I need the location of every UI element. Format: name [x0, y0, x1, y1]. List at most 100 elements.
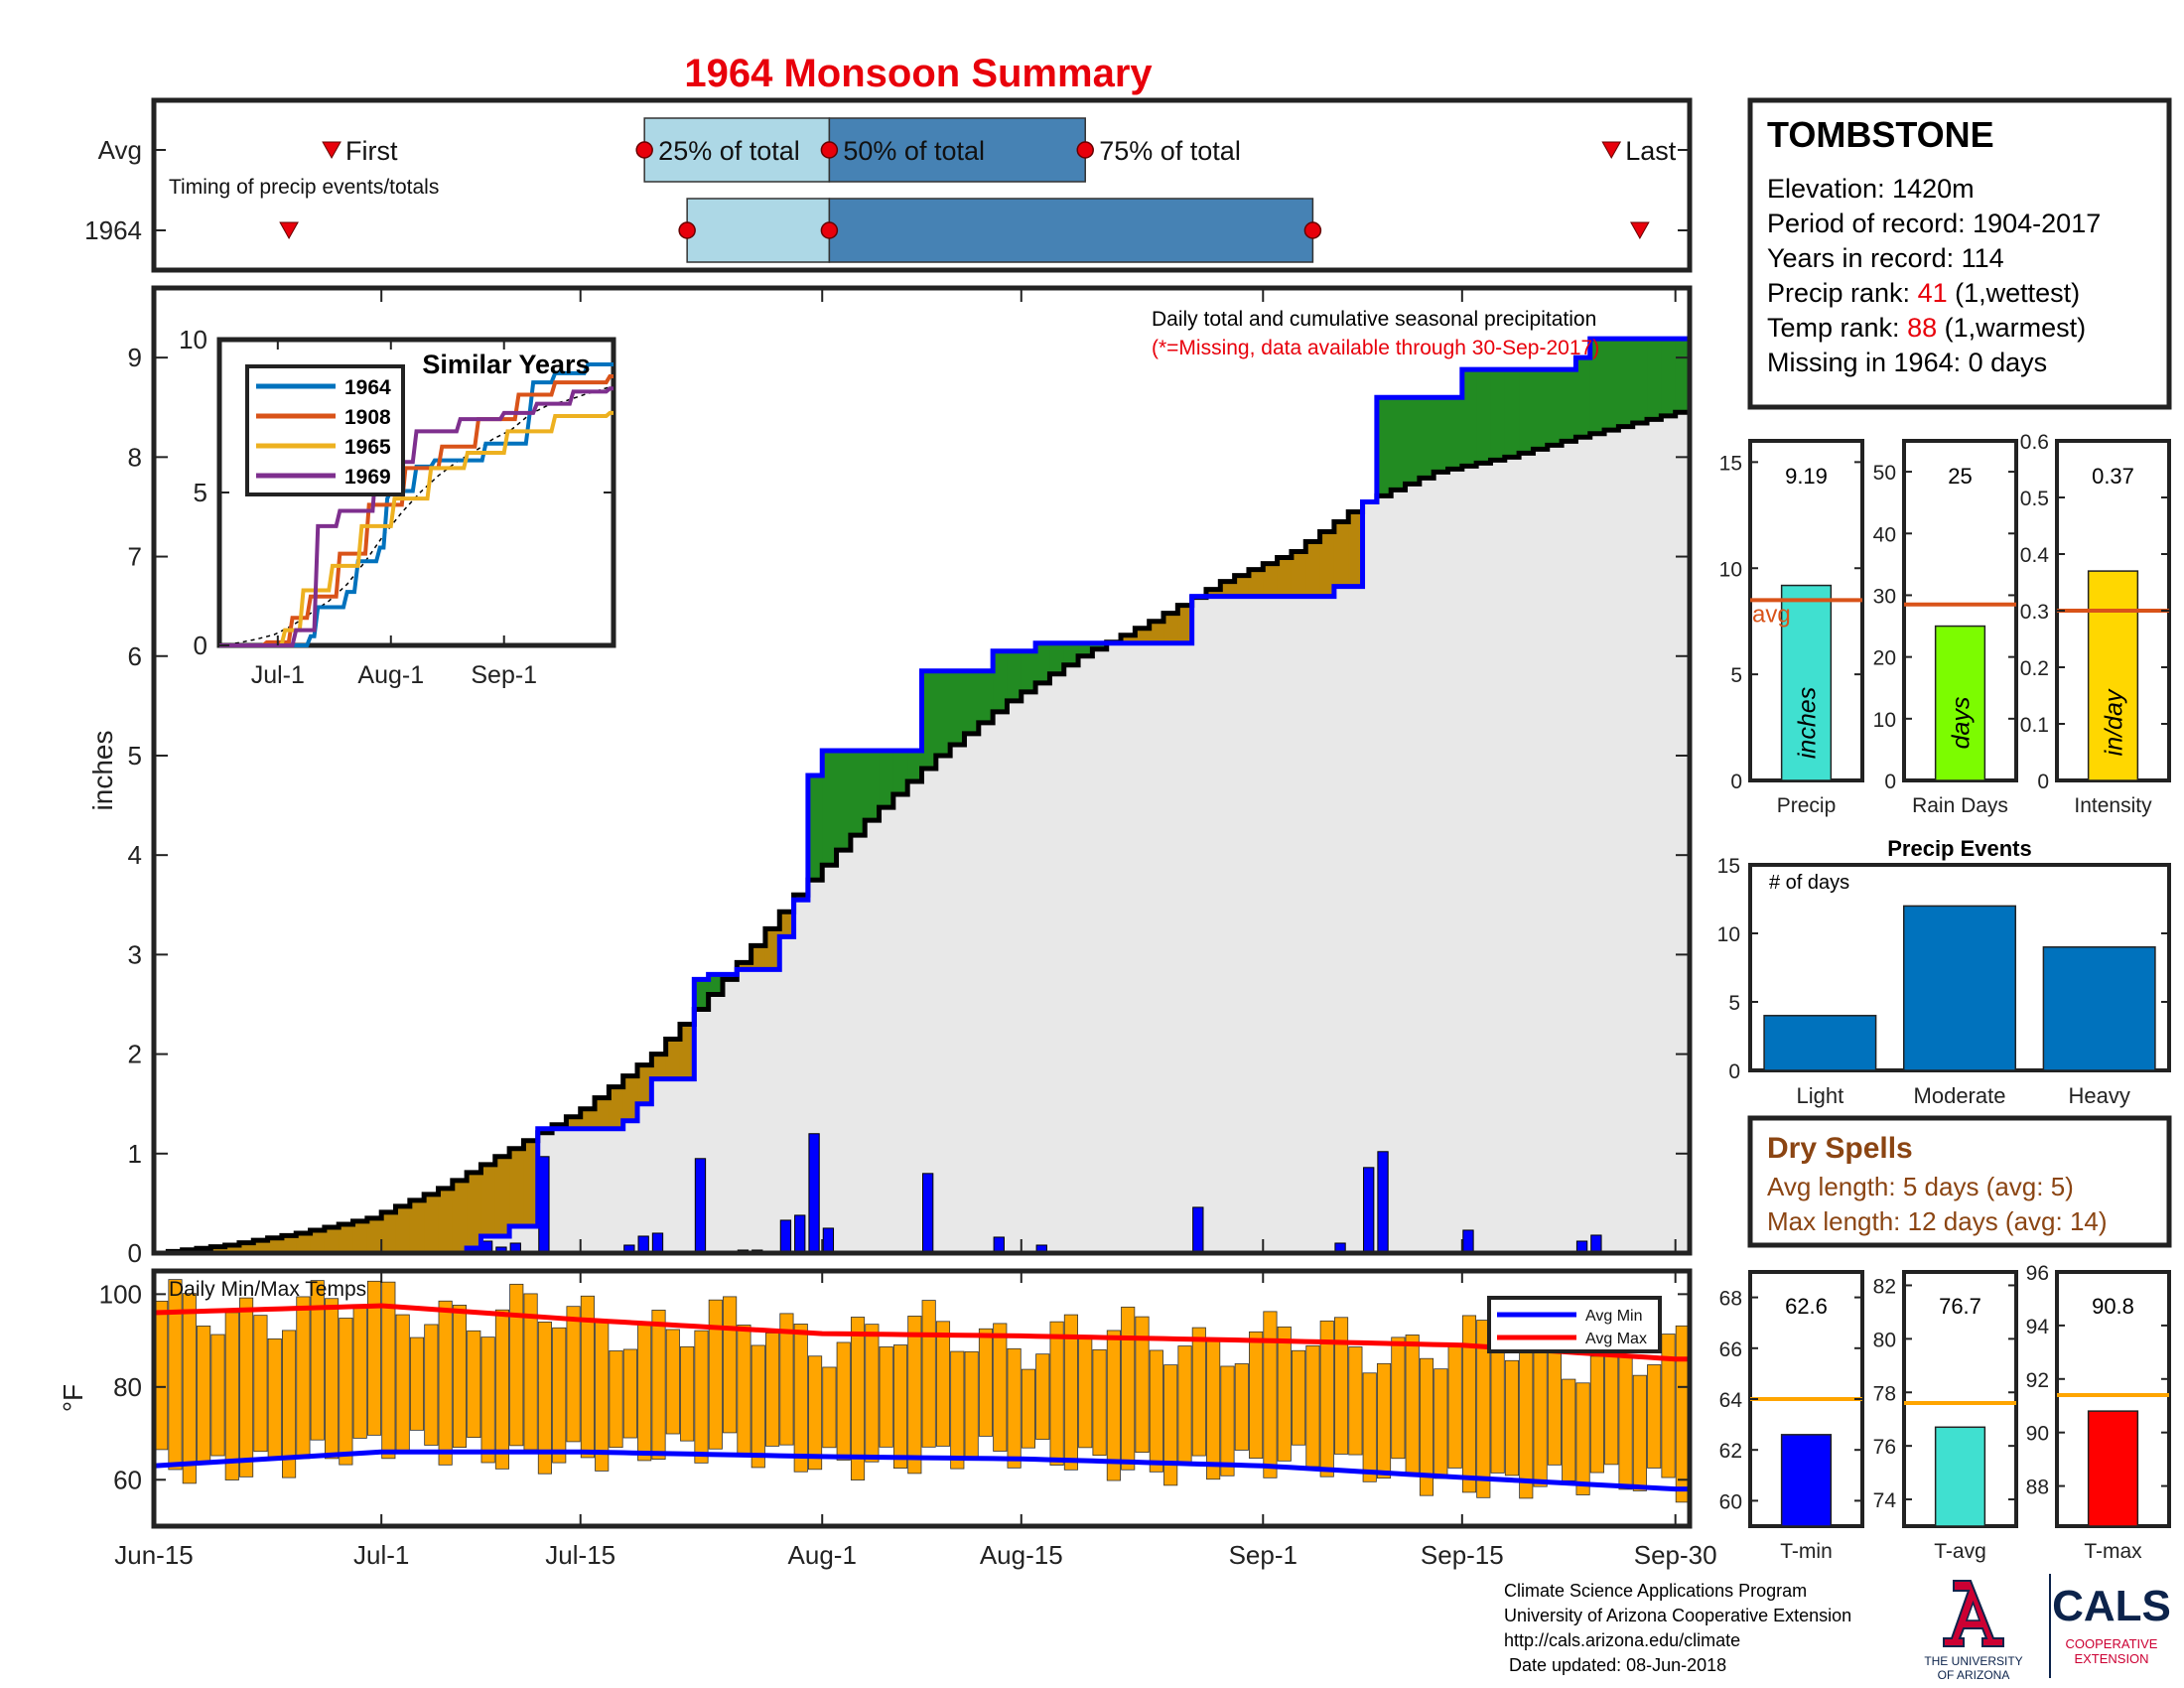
daily-temp-bar — [168, 1279, 183, 1471]
timing-panel: Avg First 25% of total 50% of total 75% of t… — [84, 97, 1693, 273]
avg-max-line — [153, 1303, 1690, 1362]
daily-temp-bar — [1220, 1365, 1235, 1477]
tmax-tick-label: 90 — [2026, 1423, 2049, 1446]
below-normal-area — [1277, 557, 1293, 597]
above-normal-area — [935, 670, 951, 756]
daily-temp-bar — [324, 1298, 340, 1460]
season_precip-xlabel: Precip — [1777, 794, 1837, 817]
below-normal-area — [381, 1211, 397, 1253]
cumulative-base-area — [665, 1078, 681, 1253]
below-normal-area — [267, 1237, 283, 1253]
daily-temp-bar — [1405, 1335, 1420, 1476]
daily-temp-bar — [509, 1283, 524, 1447]
daily-temp-bar — [1163, 1364, 1178, 1486]
daily-temp-bar — [1333, 1317, 1349, 1455]
season_precip-tick-label: 15 — [1719, 452, 1742, 475]
season_precip-tick-label: 5 — [1730, 664, 1742, 687]
daily-temp-bar — [637, 1321, 652, 1462]
daily-temp-bar — [1348, 1346, 1363, 1456]
y-tick-label: 1 — [128, 1139, 142, 1169]
inset-legend-label-1964: 1964 — [344, 376, 391, 399]
above-normal-area — [879, 750, 894, 808]
cumulative-base-area — [609, 1128, 624, 1253]
footer-line-1: Climate Science Applications Program — [1504, 1581, 1807, 1601]
below-normal-area — [1149, 621, 1164, 643]
daily-precip-bar — [779, 1219, 792, 1254]
similar-years-inset: 0 5 10 Jul-1 Aug-1 Sep-1 Similar Years 1964 1908… — [179, 325, 616, 689]
cumulative-base-area — [1461, 466, 1477, 1253]
daily-temp-bar — [480, 1336, 495, 1464]
daily-temp-bar — [1191, 1327, 1206, 1457]
cumulative-base-area — [566, 1128, 582, 1253]
daily-temp-bar — [1362, 1372, 1377, 1482]
daily-precip-bar — [1363, 1167, 1375, 1254]
daily-temp-bar — [210, 1334, 225, 1457]
daily-temp-bar — [708, 1299, 723, 1450]
inset-x-tick-label: Jul-1 — [251, 661, 305, 689]
below-normal-area — [679, 1024, 695, 1079]
y-tick-label: 6 — [128, 641, 142, 671]
y-axis-label: inches — [87, 731, 118, 811]
rain_days-tick-label: 0 — [1884, 771, 1896, 793]
cumulative-base-area — [751, 969, 766, 1253]
daily-temp-bar — [1575, 1382, 1590, 1495]
missing-text: Missing in 1964: 0 days — [1767, 348, 2047, 377]
cumulative-base-area — [1433, 472, 1448, 1253]
daily-temp-bar — [737, 1325, 751, 1456]
rain_days-tick-label: 30 — [1873, 585, 1896, 608]
above-normal-area — [993, 650, 1008, 712]
cumulative-base-area — [1121, 642, 1136, 1253]
above-normal-area — [1575, 357, 1591, 438]
above-normal-area — [978, 670, 994, 723]
x-tick-label: Jul-1 — [353, 1540, 409, 1570]
inset-line-1908 — [219, 373, 614, 647]
daily-temp-bar — [779, 1313, 794, 1446]
daily-temp-bar — [1519, 1340, 1534, 1499]
daily-temp-bar — [1305, 1344, 1320, 1468]
precip-rank-text: Precip rank: 41 (1,wettest) — [1767, 278, 2080, 308]
cumulative-base-area — [1021, 691, 1036, 1253]
cumulative-base-area — [1035, 682, 1050, 1253]
events-tick-label: 15 — [1717, 855, 1740, 878]
cumulative-base-area — [1348, 586, 1364, 1253]
avg-min-line — [153, 1449, 1690, 1492]
cumulative-base-area — [1319, 596, 1335, 1253]
tavg-tick-label: 76 — [1873, 1436, 1896, 1459]
below-normal-area — [665, 1039, 681, 1079]
daily-temp-bar — [1249, 1331, 1264, 1459]
temps-y-tick-label: 60 — [113, 1465, 142, 1494]
daily-temp-bar — [892, 1344, 908, 1469]
above-normal-area — [1632, 339, 1648, 423]
y-tick-label: 4 — [128, 840, 142, 870]
footer-line-2: University of Arizona Cooperative Extens… — [1504, 1606, 1851, 1625]
cumulative-base-area — [1504, 457, 1520, 1253]
daily-temp-bar — [239, 1297, 254, 1477]
above-normal-area — [822, 750, 838, 866]
tmin-tick-label: 60 — [1719, 1490, 1742, 1513]
daily-temp-bar — [1135, 1316, 1150, 1454]
cumulative-base-area — [637, 1103, 652, 1253]
cumulative-base-area — [1177, 642, 1193, 1253]
above-normal-area — [1461, 369, 1477, 467]
temps-y-axis-label: °F — [58, 1384, 88, 1412]
cals-logo-line-2: EXTENSION — [2074, 1651, 2148, 1666]
inset-line-1965 — [219, 410, 614, 647]
above-normal-area — [1547, 369, 1563, 446]
tavg-bar — [1934, 1426, 1986, 1527]
cumulative-base-area — [964, 733, 980, 1253]
legend-avg-min-label: Avg Min — [1585, 1308, 1643, 1325]
below-normal-area — [424, 1194, 439, 1253]
events-bar-heavy — [2042, 946, 2156, 1071]
x-tick-label: Jun-15 — [114, 1540, 194, 1570]
intensity-tick-label: 0 — [2037, 771, 2049, 793]
daily-precip-bar — [922, 1173, 934, 1254]
timing-label-last: Last — [1625, 136, 1677, 166]
below-normal-area — [366, 1217, 382, 1253]
intensity-tick-label: 0.1 — [2020, 714, 2049, 737]
rain_days-bar — [1934, 625, 1986, 781]
main-frame — [151, 285, 1693, 1256]
above-normal-area — [1405, 397, 1421, 485]
daily-temp-bar — [609, 1350, 623, 1449]
daily-precip-bar — [694, 1158, 707, 1254]
